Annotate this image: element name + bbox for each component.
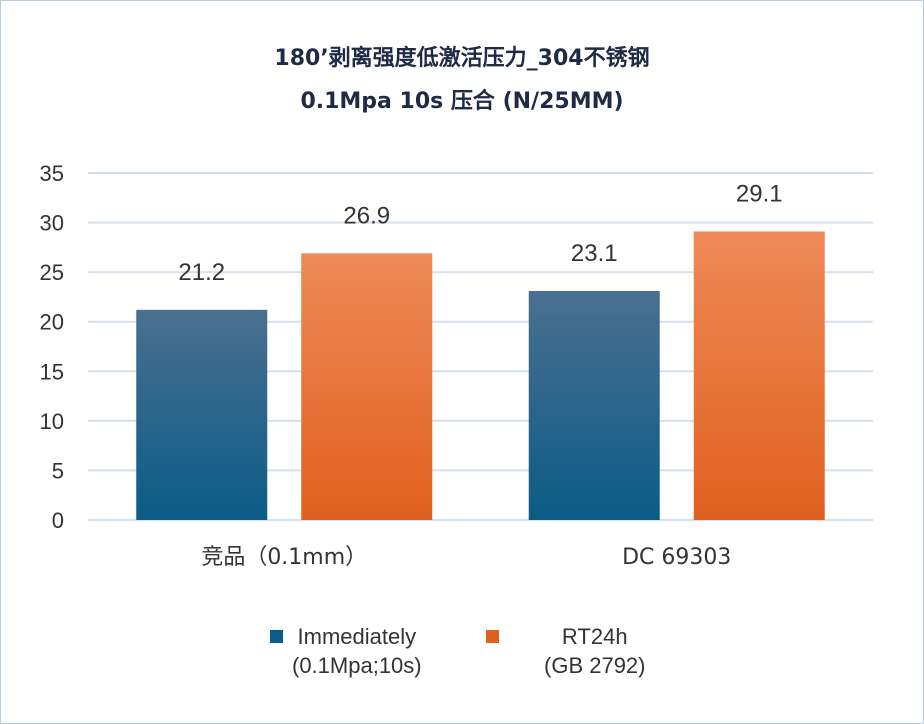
data-label-2-2: 29.1 — [736, 180, 783, 207]
data-label-2-1: 26.9 — [343, 202, 390, 229]
legend-series-1-line2: (0.1Mpa;10s) — [292, 653, 422, 678]
data-label-1-2: 23.1 — [571, 240, 618, 267]
chart-title-line1: 180’剥离强度低激活压力_304不锈钢 — [274, 46, 650, 71]
y-tick-label-10: 10 — [40, 409, 64, 434]
legend-series-2-line1: RT24h — [561, 624, 628, 649]
bar-2-1 — [301, 253, 433, 520]
y-tick-label-25: 25 — [40, 260, 64, 285]
bar-2-2 — [693, 231, 825, 520]
y-tick-label-20: 20 — [40, 310, 64, 335]
legend-label-series-2: RT24h (GB 2792) — [544, 622, 646, 680]
y-tick-label-35: 35 — [40, 161, 64, 186]
legend-series-1-line1: Immediately — [297, 624, 417, 649]
bar-1-1 — [136, 309, 268, 520]
chart-title-line2: 0.1Mpa 10s 压合 (N/25MM) — [300, 89, 624, 114]
bar-chart: 0 5 10 15 20 25 30 35 21.2 26.9 竞品（0.1mm） 23.1 29.1 D… — [40, 161, 873, 570]
y-tick-label-30: 30 — [40, 211, 64, 236]
legend-swatch-series-1 — [270, 630, 283, 643]
x-category-label-2: DC 69303 — [622, 545, 731, 570]
legend-label-series-1: Immediately (0.1Mpa;10s) — [292, 622, 422, 680]
legend-swatch-series-2 — [486, 630, 499, 643]
legend-series-2-line2: (GB 2792) — [544, 653, 646, 678]
bar-1-2 — [528, 290, 660, 520]
y-tick-label-5: 5 — [52, 458, 64, 483]
data-label-1-1: 21.2 — [178, 259, 225, 286]
y-tick-label-0: 0 — [52, 508, 64, 533]
x-category-label-1: 竞品（0.1mm） — [201, 545, 367, 570]
y-tick-label-15: 15 — [40, 359, 64, 384]
